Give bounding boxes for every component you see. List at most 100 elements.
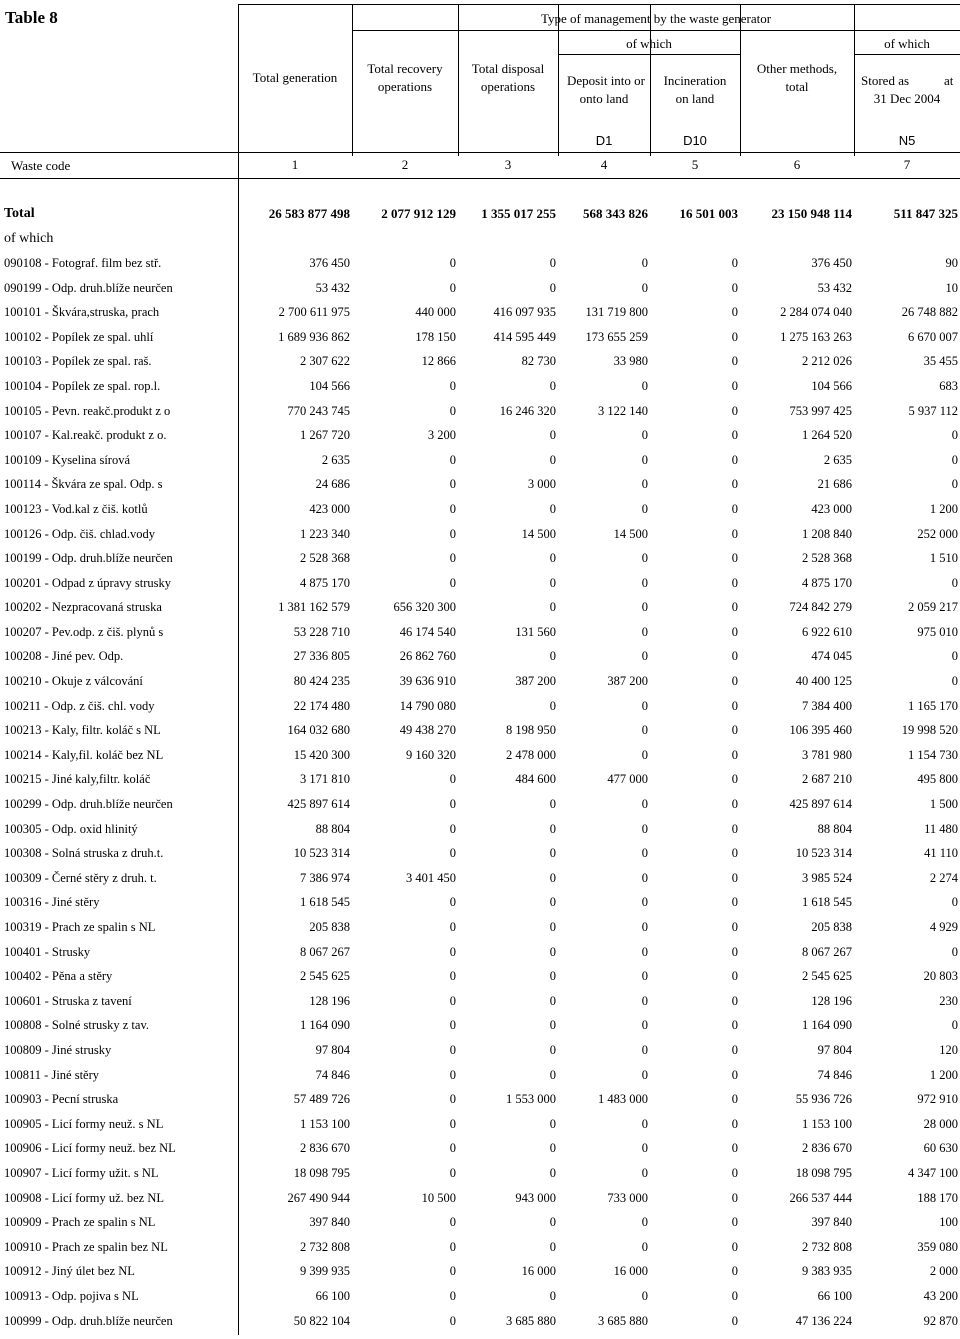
waste-code-cell: 100123 - Vod.kal z čiš. kotlů (4, 501, 148, 516)
value-cell: 14 790 080 (399, 698, 456, 713)
value-cell: 33 980 (613, 354, 648, 369)
col-stored-at: at (944, 73, 954, 88)
table-row: 100913 - Odp. pojiva s NL 66 100 0 0 0 0 66 10… (0, 1284, 960, 1309)
table-row: 100912 - Jiný úlet bez NL 9 399 935 0 16 00… (0, 1260, 960, 1285)
value-cell: 267 490 944 (287, 1190, 351, 1205)
value-cell: 0 (731, 969, 738, 984)
value-cell: 0 (641, 501, 648, 516)
value-cell: 0 (641, 1239, 648, 1254)
value-cell: 0 (731, 920, 738, 935)
value-cell: 1 165 170 (908, 698, 958, 713)
table-row: 100319 - Prach ze spalin s NL 205 838 0 0 0 0… (0, 915, 960, 940)
divider (458, 4, 459, 156)
table-row: 100210 - Okuje z válcování 80 424 235 39 6… (0, 669, 960, 694)
value-cell: 0 (731, 403, 738, 418)
value-cell: 4 875 170 (802, 575, 852, 590)
value-cell: 2 836 670 (300, 1141, 350, 1156)
value-cell: 376 450 (811, 255, 852, 270)
value-cell: 6 670 007 (908, 329, 958, 344)
waste-code-cell: 100199 - Odp. druh.blíže neurčen (4, 551, 173, 566)
value-cell: 0 (951, 452, 958, 467)
value-cell: 0 (731, 477, 738, 492)
waste-code-cell: 100107 - Kal.reakč. produkt z o. (4, 428, 167, 443)
value-cell: 3 685 880 (506, 1313, 556, 1328)
value-cell: 0 (641, 993, 648, 1008)
value-cell: 10 (945, 280, 959, 295)
value-cell: 0 (449, 1264, 456, 1279)
value-cell: 1 153 100 (300, 1116, 350, 1131)
value-cell: 0 (731, 674, 738, 689)
waste-code-cell: 100109 - Kyselina sírová (4, 452, 131, 467)
value-cell: 0 (549, 698, 556, 713)
divider (558, 54, 740, 55)
col-deposit-line1: Deposit into or (567, 73, 645, 88)
col-stored-line1: Stored as (861, 73, 910, 88)
value-cell: 0 (951, 477, 958, 492)
value-cell: 0 (641, 280, 648, 295)
value-cell: 3 122 140 (598, 403, 648, 418)
value-cell: 2 836 670 (802, 1141, 852, 1156)
value-cell: 8 067 267 (802, 944, 852, 959)
table-row: 100107 - Kal.reakč. produkt z o. 1 267 72… (0, 423, 960, 448)
value-cell: 3 781 980 (802, 747, 852, 762)
total-cell: 568 343 826 (583, 206, 648, 222)
value-cell: 0 (641, 575, 648, 590)
value-cell: 0 (731, 600, 738, 615)
value-cell: 4 347 100 (908, 1165, 958, 1180)
waste-code-cell: 100910 - Prach ze spalin bez NL (4, 1239, 168, 1254)
value-cell: 27 336 805 (293, 649, 350, 664)
value-cell: 128 196 (309, 993, 350, 1008)
total-cell: 23 150 948 114 (771, 206, 852, 222)
value-cell: 2 059 217 (908, 600, 958, 615)
divider (650, 4, 651, 156)
of-which-right-header: of which (884, 36, 930, 51)
waste-code-cell: 090199 - Odp. druh.blíže neurčen (4, 280, 173, 295)
value-cell: 359 080 (917, 1239, 958, 1254)
waste-code-cell: 100903 - Pecní struska (4, 1092, 119, 1107)
value-cell: 16 000 (521, 1264, 556, 1279)
value-cell: 0 (641, 821, 648, 836)
value-cell: 425 897 614 (287, 797, 351, 812)
value-cell: 1 275 163 263 (780, 329, 852, 344)
value-cell: 164 032 680 (287, 723, 351, 738)
table-row: 090199 - Odp. druh.blíže neurčen 53 432 0 0… (0, 276, 960, 301)
value-cell: 0 (641, 551, 648, 566)
waste-code-cell: 100316 - Jiné stěry (4, 895, 100, 910)
waste-code-cell: 100908 - Licí formy už. bez NL (4, 1190, 165, 1205)
value-cell: 0 (731, 649, 738, 664)
value-cell: 0 (731, 624, 738, 639)
value-cell: 3 401 450 (406, 870, 456, 885)
divider (854, 54, 960, 55)
value-cell: 0 (449, 1215, 456, 1230)
value-cell: 92 870 (923, 1313, 958, 1328)
value-cell: 0 (951, 575, 958, 590)
value-cell: 0 (449, 477, 456, 492)
waste-code-cell: 100299 - Odp. druh.blíže neurčen (4, 797, 173, 812)
waste-code-cell: 100201 - Odpad z úpravy strusky (4, 575, 171, 590)
value-cell: 1 154 730 (908, 747, 958, 762)
table-row: 100308 - Solná struska z druh.t. 10 523 3… (0, 841, 960, 866)
table-row: 100907 - Licí formy užit. s NL 18 098 795… (0, 1161, 960, 1186)
value-cell: 0 (549, 870, 556, 885)
table-row: 100208 - Jiné pev. Odp. 27 336 805 26 862 … (0, 645, 960, 670)
value-cell: 0 (641, 428, 648, 443)
waste-code-cell: 100104 - Popílek ze spal. rop.l. (4, 378, 161, 393)
value-cell: 0 (449, 1239, 456, 1254)
total-cell: 26 583 877 498 (268, 206, 350, 222)
value-cell: 0 (731, 329, 738, 344)
table-row: 100905 - Licí formy neuž. s NL 1 153 100 0… (0, 1112, 960, 1137)
value-cell: 20 803 (923, 969, 958, 984)
value-cell: 2 732 808 (300, 1239, 350, 1254)
value-cell: 0 (641, 920, 648, 935)
value-cell: 943 000 (515, 1190, 556, 1205)
value-cell: 0 (641, 378, 648, 393)
total-cell: 16 501 003 (679, 206, 739, 222)
value-cell: 0 (731, 378, 738, 393)
value-cell: 252 000 (917, 526, 958, 541)
value-cell: 0 (731, 1116, 738, 1131)
value-cell: 0 (641, 1215, 648, 1230)
value-cell: 0 (449, 526, 456, 541)
table-row: 100101 - Škvára,struska, prach 2 700 611 … (0, 300, 960, 325)
value-cell: 3 985 524 (802, 870, 852, 885)
